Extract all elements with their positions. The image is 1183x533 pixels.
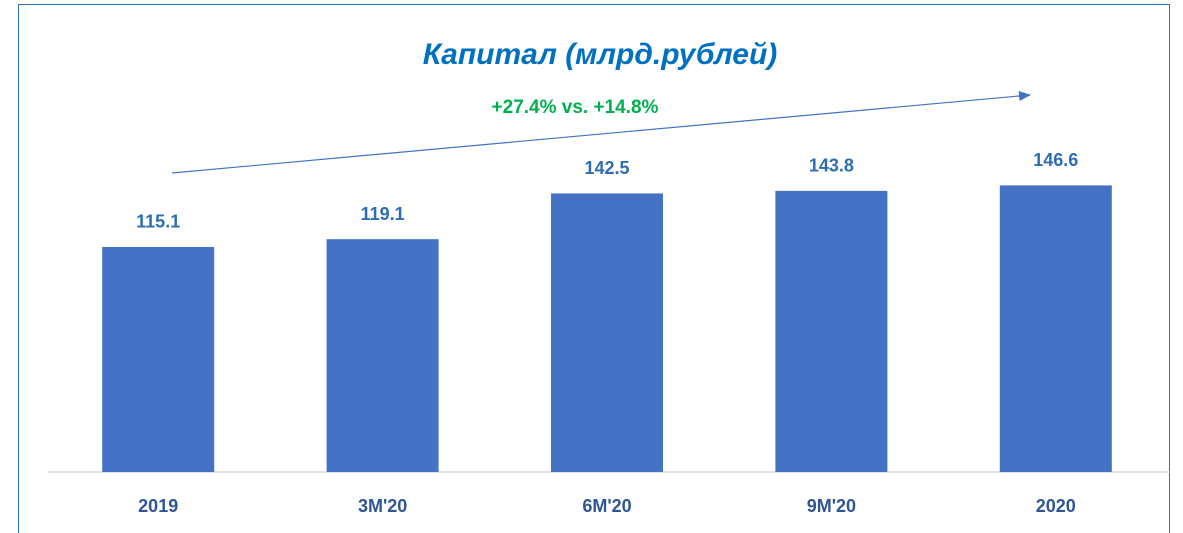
x-tick-label: 2020	[1036, 496, 1076, 516]
value-label: 146.6	[1033, 150, 1078, 170]
value-label: 143.8	[809, 156, 854, 176]
x-tick-label: 6M'20	[582, 496, 631, 516]
bar	[775, 190, 888, 472]
x-tick-label: 2019	[138, 496, 178, 516]
x-tick-label: 3M'20	[358, 496, 407, 516]
chart-title: Капитал (млрд.рублей)	[423, 38, 778, 71]
value-label: 119.1	[361, 204, 405, 224]
value-label: 115.1	[136, 212, 180, 232]
frame	[18, 4, 1170, 533]
annotation: +27.4% vs. +14.8%	[492, 97, 659, 118]
bar	[551, 193, 663, 472]
bar	[102, 246, 215, 472]
bar	[999, 185, 1112, 472]
x-tick-label: 9M'20	[807, 496, 856, 516]
trend-arrow	[171, 91, 1031, 174]
bar	[326, 239, 439, 472]
value-label: 142.5	[584, 158, 629, 178]
